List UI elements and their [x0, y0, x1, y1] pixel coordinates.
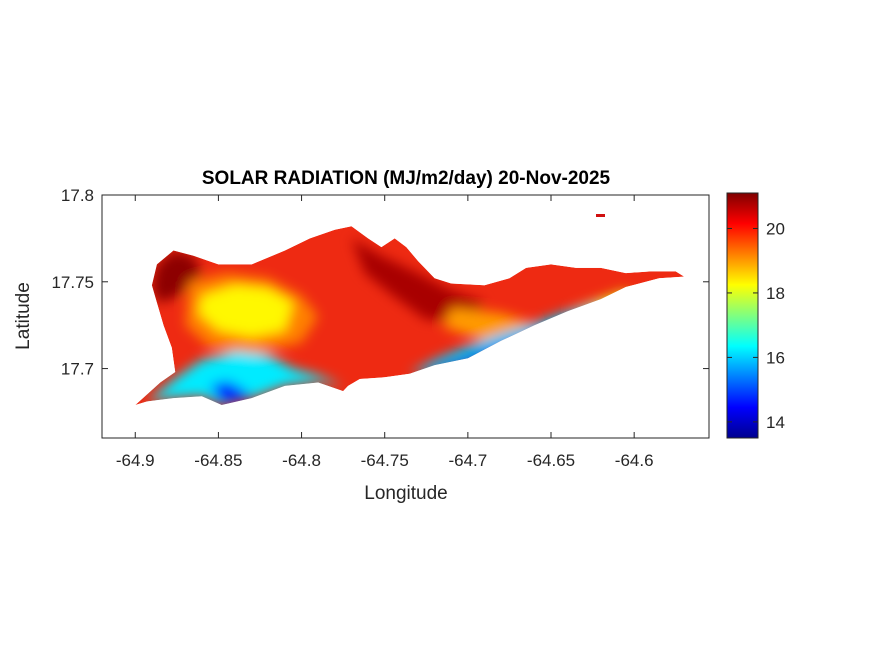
colorbar-gradient: [726, 192, 759, 439]
radiation-region-4: [198, 285, 294, 338]
x-tick-label: -64.9: [116, 451, 155, 470]
x-axis-label: Longitude: [364, 483, 447, 504]
y-axis-ticks: 17.8 17.75 17.7: [51, 186, 709, 379]
x-tick-label: -64.65: [527, 451, 575, 470]
y-tick-label: 17.75: [51, 273, 94, 292]
colorbar-ticks: 14 16 18 20: [727, 219, 785, 432]
y-tick-label: 17.8: [61, 186, 94, 205]
x-tick-label: -64.6: [615, 451, 654, 470]
small-cay: [596, 214, 605, 217]
y-axis-label: Latitude: [13, 282, 34, 350]
radiation-region-0: [151, 250, 202, 303]
x-tick-label: -64.75: [361, 451, 409, 470]
colorbar: 14 16 18 20: [726, 192, 785, 439]
colorbar-tick-label: 18: [766, 284, 785, 303]
colorbar-tick-label: 20: [766, 219, 785, 238]
map-title: SOLAR RADIATION (MJ/m2/day) 20-Nov-2025: [202, 168, 611, 189]
x-tick-label: -64.7: [448, 451, 487, 470]
x-tick-label: -64.8: [282, 451, 321, 470]
y-tick-label: 17.7: [61, 360, 94, 379]
colorbar-tick-label: 16: [766, 348, 785, 367]
plot-frame: [101, 194, 710, 439]
x-axis-ticks: -64.9 -64.85 -64.8 -64.75 -64.7 -64.65 -64.6: [116, 195, 654, 470]
map-plot-area: -64.9 -64.85 -64.8 -64.75 -64.7 -64.65 -64.6 1…: [51, 186, 710, 470]
x-tick-label: -64.85: [194, 451, 242, 470]
radiation-region-1: [351, 238, 485, 320]
radiation-region-9: [210, 380, 252, 404]
radiation-region-6: [146, 351, 344, 405]
colorbar-tick-label: 14: [766, 413, 785, 432]
